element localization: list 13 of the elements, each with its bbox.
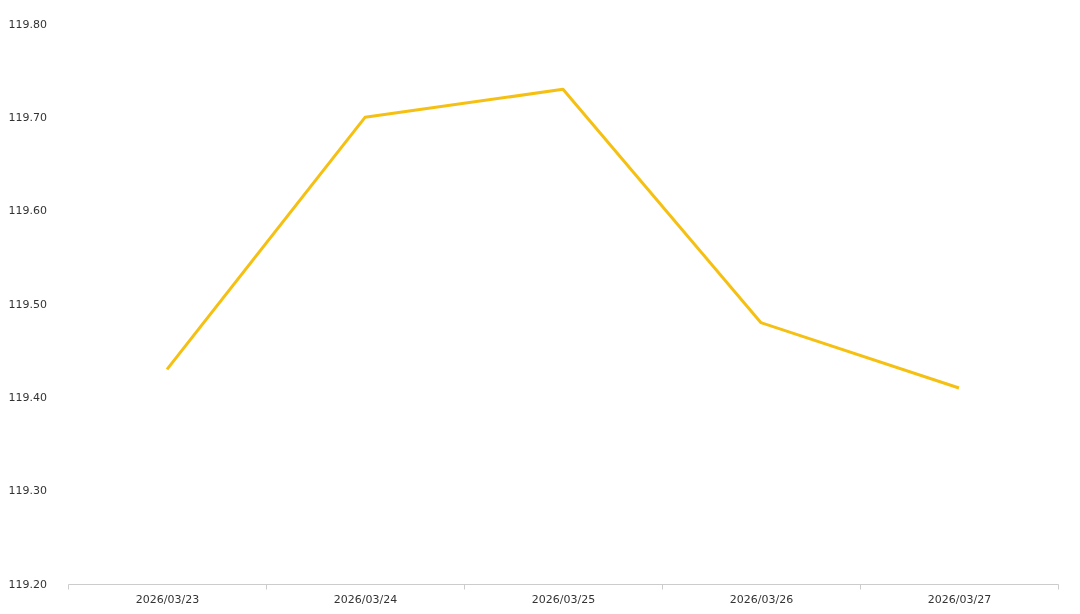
y-tick-label: 119.50 — [8, 297, 47, 311]
x-tick-label: 2026/03/24 — [333, 592, 398, 606]
y-tick-label: 119.60 — [8, 204, 47, 218]
x-tick-label: 2026/03/26 — [729, 592, 794, 606]
x-tick-label: 2026/03/25 — [531, 592, 596, 606]
y-tick-label: 119.40 — [8, 390, 47, 404]
line-series — [165, 87, 961, 390]
x-tick-label: 2026/03/23 — [135, 592, 200, 606]
y-tick-label: 119.30 — [8, 484, 47, 498]
y-tick-label: 119.70 — [8, 110, 47, 124]
y-tick-label: 119.80 — [8, 17, 47, 31]
x-tick-label: 2026/03/27 — [927, 592, 992, 606]
y-tick-label: 119.20 — [8, 577, 47, 591]
